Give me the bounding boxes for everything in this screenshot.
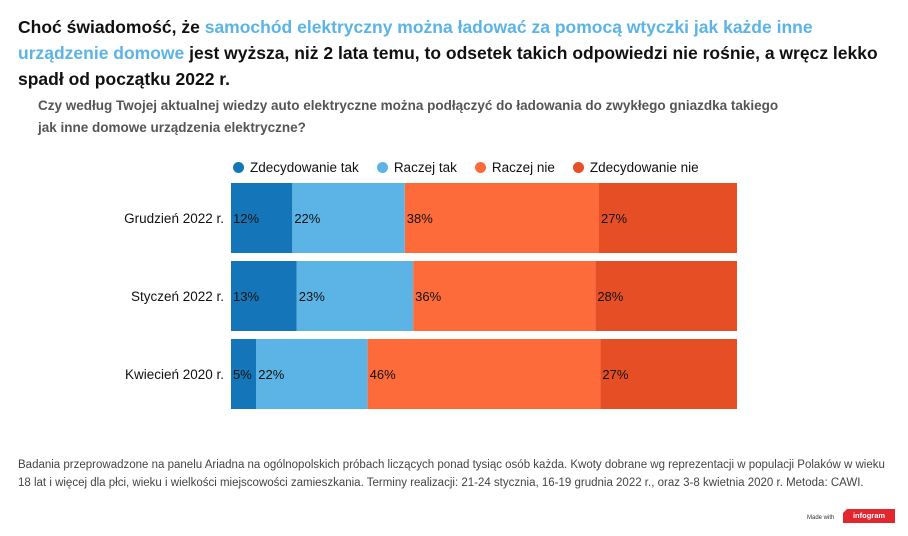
data-label: 23%: [299, 289, 325, 304]
legend-label: Raczej tak: [393, 159, 457, 175]
category-label: Kwiecień 2020 r.: [125, 367, 224, 382]
legend-swatch: [233, 161, 244, 173]
bar-segment[interactable]: [296, 261, 414, 331]
data-label: 36%: [415, 289, 441, 304]
legend-swatch: [572, 161, 584, 173]
infogram-logo[interactable]: infogram: [843, 509, 895, 523]
data-label: 22%: [294, 211, 320, 226]
legend-swatch: [474, 161, 486, 173]
legend-item[interactable]: Raczej nie: [474, 159, 555, 175]
data-label: 27%: [601, 211, 627, 226]
legend-swatch: [376, 161, 388, 173]
chart-title: Czy według Twojej aktualnej wiedzy auto …: [38, 98, 779, 135]
headline-part-1: Choć świadomość, że: [18, 17, 205, 37]
bar-segment[interactable]: [231, 183, 293, 253]
bar-segment[interactable]: [292, 183, 405, 253]
legend-item[interactable]: Raczej tak: [376, 159, 457, 175]
category-label: Grudzień 2022 r.: [124, 211, 224, 226]
bar-segment[interactable]: [599, 183, 737, 253]
headline-highlight: samochód elektryczny można ładować za po…: [18, 17, 813, 63]
bar-segment[interactable]: [595, 261, 737, 331]
bar-segment[interactable]: [600, 339, 737, 409]
data-label: 5%: [233, 367, 252, 382]
legend-label: Zdecydowanie nie: [589, 159, 699, 175]
data-label: 38%: [407, 211, 433, 226]
data-label: 13%: [233, 289, 259, 304]
bar-segment[interactable]: [231, 339, 257, 409]
headline-part-2: jest wyższa, niż 2 lata temu, to odsetek…: [18, 43, 878, 89]
bar-segment[interactable]: [256, 339, 368, 409]
legend-item[interactable]: Zdecydowanie tak: [233, 160, 359, 175]
headline: Choć świadomość, że samochód elektryczny…: [18, 14, 898, 92]
made-with-text: Made with: [807, 515, 835, 521]
legend-label: Raczej nie: [491, 159, 555, 175]
bar-segment[interactable]: [404, 183, 599, 253]
bar-segment[interactable]: [231, 261, 297, 331]
legend-label: Zdecydowanie tak: [250, 159, 359, 175]
footnote: Badania przeprowadzone na panelu Ariadna…: [18, 459, 885, 489]
data-label: 12%: [233, 211, 259, 226]
data-label: 28%: [597, 289, 623, 304]
bar-segment[interactable]: [413, 261, 596, 331]
category-label: Styczeń 2022 r.: [131, 289, 224, 304]
data-label: 46%: [370, 367, 396, 382]
legend: Zdecydowanie tak Raczej tak Raczej nie Zdec…: [233, 158, 699, 176]
bar-segment[interactable]: [367, 339, 601, 409]
legend-item[interactable]: Zdecydowanie nie: [572, 159, 699, 175]
data-label: 22%: [258, 367, 284, 382]
data-label: 27%: [602, 367, 628, 382]
